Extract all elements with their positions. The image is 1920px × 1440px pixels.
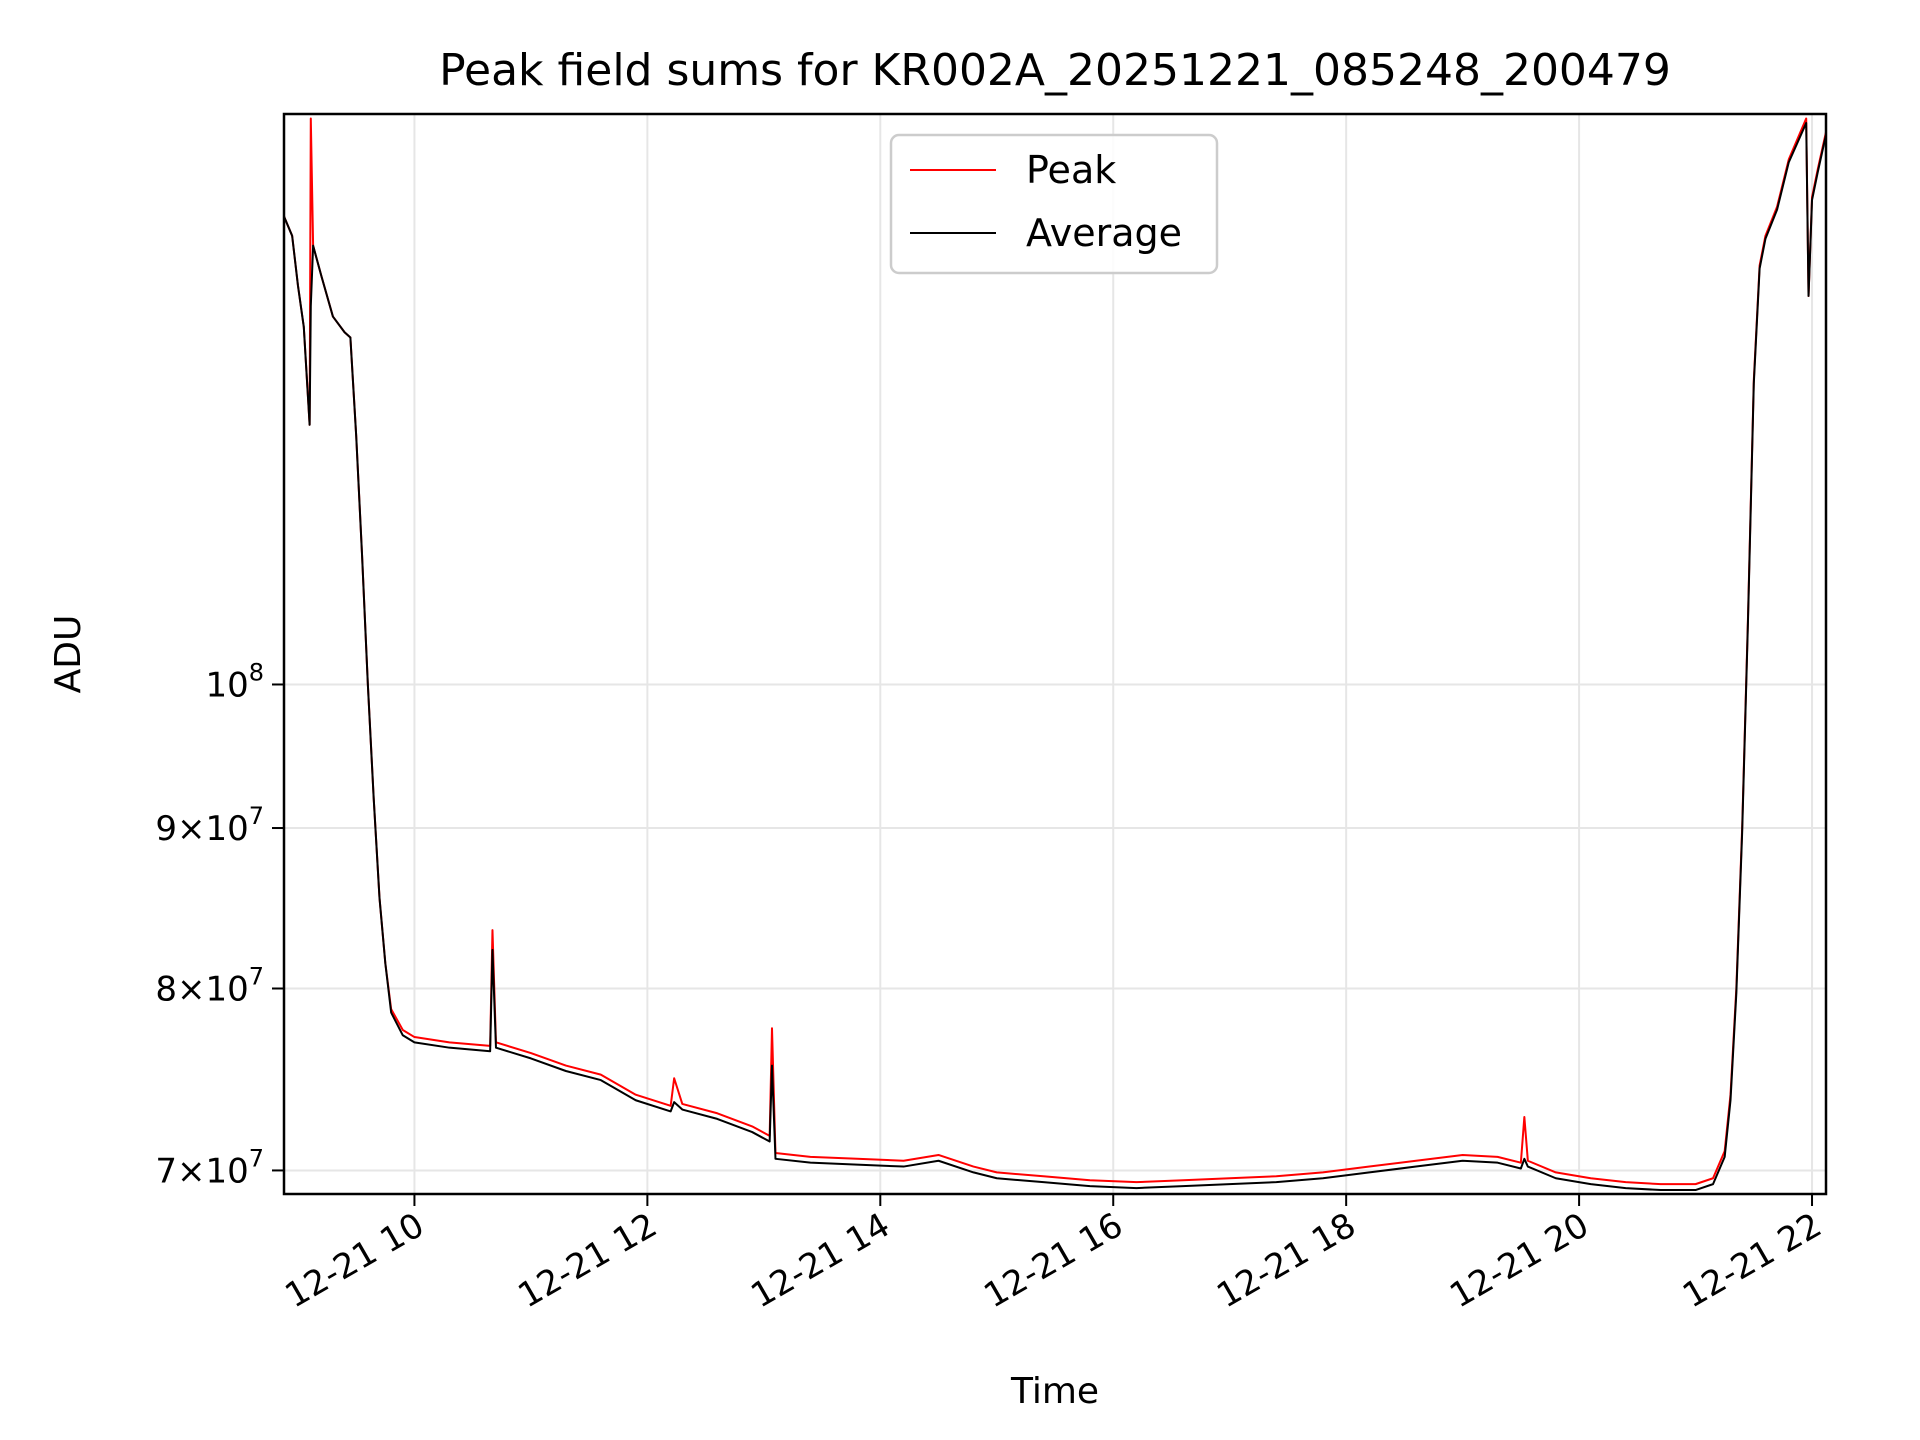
series-layer: [284, 117, 1826, 1192]
y-tick-label: 7×107: [155, 1144, 264, 1191]
x-axis-label: Time: [1010, 1371, 1099, 1412]
y-tick-mantissa: 8: [155, 970, 177, 1010]
y-tick-times: ×: [177, 1151, 206, 1191]
y-tick-exp: 8: [249, 658, 264, 686]
series-line-average: [284, 121, 1826, 1192]
y-axis-label: ADU: [48, 615, 89, 694]
y-tick-label: 108: [205, 658, 264, 705]
grid-layer: [284, 114, 1826, 1194]
plot-frame: [282, 112, 1828, 1196]
y-tick-mantissa: 7: [155, 1151, 177, 1191]
y-tick-label: 9×107: [155, 802, 264, 849]
y-tick-base: 10: [205, 809, 248, 849]
y-tick-mantissa: 9: [155, 809, 177, 849]
y-tick-exp: 7: [249, 1144, 264, 1172]
chart-title: Peak field sums for KR002A_20251221_0852…: [439, 45, 1671, 96]
y-tick-times: ×: [177, 970, 206, 1010]
legend-average-label: Average: [1026, 211, 1182, 255]
y-tick-exp: 7: [249, 963, 264, 991]
legend-peak-label: Peak: [1026, 148, 1116, 192]
y-tick-times: ×: [177, 809, 206, 849]
y-tick-base: 10: [205, 665, 248, 705]
y-tick-base: 10: [205, 970, 248, 1010]
y-tick-base: 10: [205, 1151, 248, 1191]
y-tick-exp: 7: [249, 802, 264, 830]
y-tick-label: 8×107: [155, 963, 264, 1010]
legend: Peak Average: [889, 133, 1219, 275]
